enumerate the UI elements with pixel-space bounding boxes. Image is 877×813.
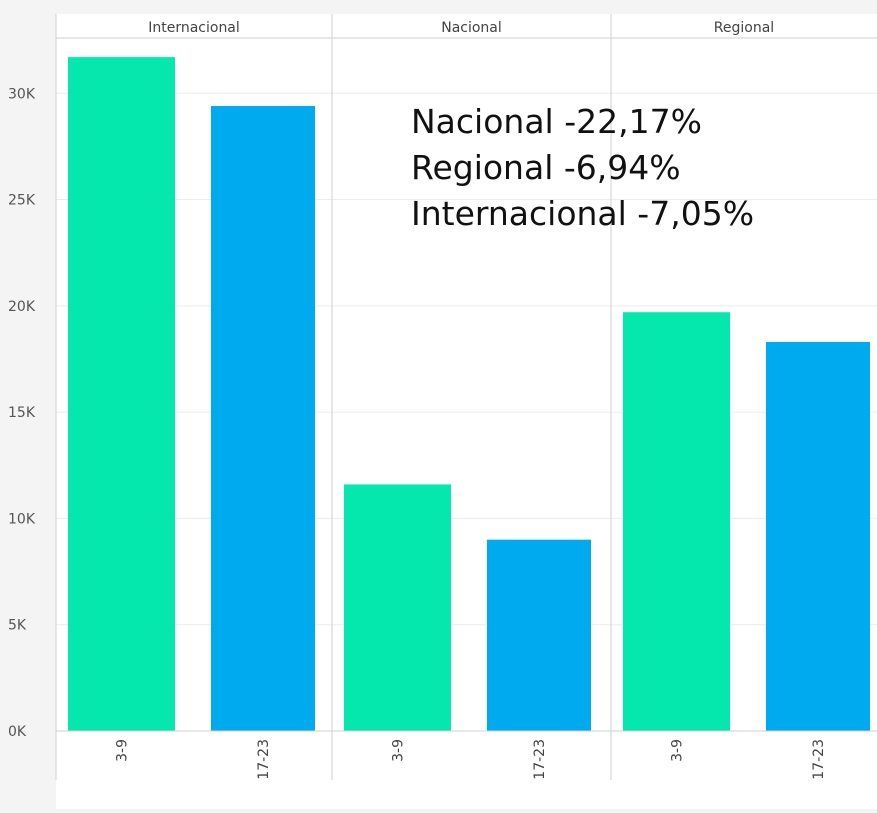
annotation-text: Nacional -22,17% <box>411 102 702 141</box>
x-tick-label: 3-9 <box>391 739 407 762</box>
bar <box>766 341 870 731</box>
annotation-text: Regional -6,94% <box>411 148 681 187</box>
bar <box>68 57 175 732</box>
bar <box>487 539 591 731</box>
y-tick-label: 30K <box>8 86 36 102</box>
y-tick-label: 0K <box>8 724 27 740</box>
x-tick-label: 17-23 <box>256 739 272 780</box>
bar <box>623 312 730 731</box>
bar <box>344 484 451 731</box>
bar <box>211 106 315 731</box>
x-tick-label: 3-9 <box>115 739 131 762</box>
annotation-text: Internacional -7,05% <box>411 194 754 233</box>
x-tick-label: 17-23 <box>532 739 548 780</box>
y-tick-label: 5K <box>8 618 27 634</box>
panel-title: Internacional <box>148 20 240 36</box>
grid-layer <box>56 92 877 626</box>
annotation-layer: Nacional -22,17% Regional -6,94% Internaci… <box>411 102 754 233</box>
panel-title: Regional <box>714 20 774 36</box>
y-tick-label: 10K <box>8 511 36 527</box>
plot-area <box>56 14 877 809</box>
panel-title: Nacional <box>441 20 502 36</box>
bars-layer <box>68 57 870 732</box>
y-tick-label: 25K <box>8 193 36 209</box>
x-tick-label: 17-23 <box>811 739 827 780</box>
y-tick-label: 20K <box>8 299 36 315</box>
x-tick-label: 3-9 <box>670 739 686 762</box>
y-tick-label: 15K <box>8 405 36 421</box>
axis-layer: 0K 5K 10K 15K 20K 25K 30K Internacional 3-9 17-23… <box>8 14 877 780</box>
